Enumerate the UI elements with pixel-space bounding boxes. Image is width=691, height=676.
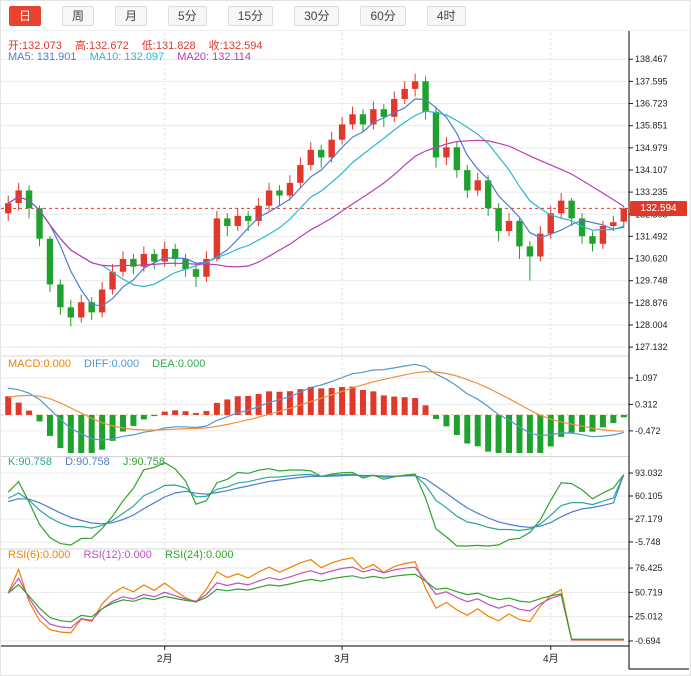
svg-text:-0.472: -0.472 [635, 426, 661, 436]
chart-canvas[interactable]: 138.467 137.595 136.723 135.851 134.979 134.1… [1, 31, 691, 676]
svg-text:1.097: 1.097 [635, 373, 658, 383]
rsi24-label: RSI(24):0.000 [164, 549, 234, 561]
svg-text:76.425: 76.425 [635, 563, 663, 573]
svg-text:4月: 4月 [543, 653, 559, 665]
ohlc-readout: 开:132.073 高:132.672 低:131.828 收:132.594 [8, 37, 273, 53]
svg-text:-5.748: -5.748 [635, 537, 661, 547]
chart-area: 138.467 137.595 136.723 135.851 134.979 134.1… [1, 31, 691, 676]
svg-text:0.312: 0.312 [635, 399, 658, 409]
tab-4hour[interactable]: 4时 [426, 5, 466, 26]
svg-text:27.179: 27.179 [635, 514, 663, 524]
ma20-label: MA20: 132.114 [177, 51, 252, 63]
tab-5min[interactable]: 5分 [168, 5, 207, 26]
macd-label: MACD:0.000 [8, 358, 71, 370]
svg-text:-0.694: -0.694 [635, 636, 661, 646]
d-label: D:90.758 [65, 456, 110, 468]
svg-text:133.235: 133.235 [635, 187, 668, 197]
high-value: 高:132.672 [74, 40, 129, 52]
ma10-label: MA10: 132.097 [89, 51, 165, 63]
svg-text:2月: 2月 [157, 653, 173, 665]
close-value: 收:132.594 [208, 40, 263, 52]
svg-text:128.004: 128.004 [635, 320, 668, 330]
svg-text:3月: 3月 [334, 653, 350, 665]
tab-daily[interactable]: 日 [9, 5, 42, 26]
svg-text:127.132: 127.132 [635, 342, 668, 352]
ma-readout: MA5: 131.901 MA10: 132.097 MA20: 132.114 [8, 51, 261, 63]
svg-text:135.851: 135.851 [635, 121, 668, 131]
tab-weekly[interactable]: 周 [62, 5, 95, 26]
dea-label: DEA:0.000 [152, 358, 206, 370]
svg-text:131.492: 131.492 [635, 231, 668, 241]
kdj-readout: K:90.758 D:90.758 J:90.758 [8, 456, 175, 468]
macd-readout: MACD:0.000 DIFF:0.000 DEA:0.000 [8, 358, 215, 370]
svg-text:138.467: 138.467 [635, 54, 668, 64]
last-price-marker: 132.594 [630, 201, 687, 216]
tab-monthly[interactable]: 月 [115, 5, 148, 26]
diff-label: DIFF:0.000 [84, 358, 140, 370]
rsi12-label: RSI(12):0.000 [83, 549, 152, 561]
j-label: J:90.758 [122, 456, 166, 468]
svg-text:134.979: 134.979 [635, 143, 668, 153]
rsi6-label: RSI(6):0.000 [8, 549, 71, 561]
k-label: K:90.758 [8, 456, 53, 468]
low-value: 低:131.828 [141, 40, 196, 52]
tab-60min[interactable]: 60分 [360, 5, 406, 26]
svg-text:129.748: 129.748 [635, 276, 668, 286]
ma5-label: MA5: 131.901 [8, 51, 77, 63]
svg-text:50.719: 50.719 [635, 587, 663, 597]
timeframe-toolbar: 日 周 月 5分 15分 30分 60分 4时 [1, 1, 690, 31]
tab-15min[interactable]: 15分 [227, 5, 274, 26]
open-value: 开:132.073 [8, 40, 62, 52]
svg-text:137.595: 137.595 [635, 76, 668, 86]
tab-30min[interactable]: 30分 [294, 5, 340, 26]
svg-text:134.107: 134.107 [635, 165, 668, 175]
svg-text:128.876: 128.876 [635, 298, 668, 308]
svg-text:60.105: 60.105 [635, 491, 663, 501]
svg-text:136.723: 136.723 [635, 99, 668, 109]
svg-text:93.032: 93.032 [635, 468, 663, 478]
svg-text:130.620: 130.620 [635, 254, 668, 264]
svg-text:25.012: 25.012 [635, 612, 663, 622]
rsi-readout: RSI(6):0.000 RSI(12):0.000 RSI(24):0.000 [8, 549, 243, 561]
